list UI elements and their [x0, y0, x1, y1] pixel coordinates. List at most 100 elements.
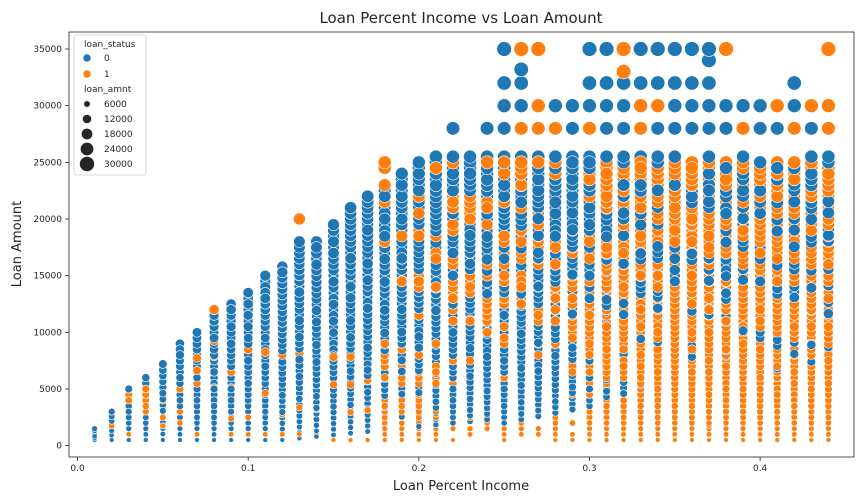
data-point-status-0 [226, 384, 236, 394]
data-point-status-1 [634, 201, 648, 215]
data-point-status-1 [603, 425, 610, 432]
data-point-status-0 [479, 121, 495, 136]
data-point-status-1 [227, 415, 235, 423]
data-point-status-0 [294, 354, 305, 365]
data-point-status-0 [361, 223, 374, 237]
data-point-status-0 [633, 75, 649, 91]
data-point-status-1 [432, 431, 439, 438]
data-point-status-0 [701, 41, 717, 57]
data-point-status-1 [820, 41, 837, 57]
data-point-status-0 [788, 291, 800, 304]
data-point-status-0 [447, 327, 459, 338]
data-point-status-0 [227, 396, 236, 405]
data-point-status-0 [278, 391, 287, 400]
data-point-status-0 [243, 355, 253, 366]
data-point-status-0 [276, 266, 289, 279]
data-point-status-0 [329, 402, 338, 411]
data-point-status-0 [330, 431, 337, 438]
data-point-status-0 [753, 184, 767, 198]
data-point-status-1 [636, 402, 645, 410]
data-point-status-1 [379, 338, 390, 349]
data-point-status-0 [720, 287, 732, 299]
data-point-status-1 [447, 292, 459, 304]
data-point-status-0 [685, 247, 698, 260]
data-point-status-0 [210, 402, 218, 410]
data-point-status-1 [330, 437, 337, 443]
data-point-status-0 [737, 325, 749, 336]
data-point-status-0 [243, 321, 254, 332]
data-point-status-1 [466, 431, 474, 438]
data-point-status-0 [125, 437, 132, 443]
data-point-status-1 [395, 229, 408, 243]
data-point-status-1 [736, 224, 750, 237]
data-point-status-0 [245, 437, 251, 443]
data-point-status-0 [770, 121, 785, 136]
data-point-status-0 [720, 270, 732, 282]
data-point-status-0 [293, 235, 306, 248]
data-point-status-1 [620, 431, 627, 438]
data-point-status-0 [516, 363, 526, 373]
data-point-status-0 [210, 425, 218, 432]
legend-hue-marker-0 [83, 54, 91, 62]
data-point-status-1 [124, 396, 133, 405]
data-point-status-1 [805, 224, 818, 237]
data-point-status-1 [245, 431, 252, 438]
data-point-status-0 [601, 294, 613, 306]
data-point-status-1 [328, 352, 339, 362]
data-point-status-0 [361, 189, 375, 203]
data-point-status-1 [617, 246, 630, 260]
data-point-status-1 [755, 384, 765, 394]
data-point-status-1 [548, 121, 563, 136]
data-point-status-1 [787, 155, 802, 170]
data-point-status-1 [515, 281, 527, 293]
data-point-status-0 [701, 98, 717, 113]
data-point-status-0 [583, 201, 596, 215]
data-point-status-0 [548, 195, 562, 209]
data-point-status-1 [704, 355, 714, 366]
data-point-status-0 [618, 297, 630, 309]
data-point-status-1 [654, 437, 661, 443]
data-point-status-1 [668, 235, 681, 248]
data-point-status-0 [786, 98, 802, 113]
data-point-status-0 [295, 394, 304, 403]
data-point-status-0 [363, 365, 373, 375]
data-point-status-1 [346, 408, 355, 416]
data-point-status-1 [637, 425, 644, 432]
data-point-status-1 [397, 402, 406, 410]
y-tick-label: 15000 [33, 272, 62, 282]
data-point-status-1 [755, 373, 765, 383]
data-point-status-1 [584, 350, 595, 360]
data-point-status-0 [582, 155, 597, 170]
data-point-status-0 [753, 121, 768, 136]
data-point-status-0 [500, 419, 508, 427]
legend-size-label-3: 24000 [104, 145, 133, 155]
data-point-status-0 [158, 359, 168, 369]
data-point-status-0 [599, 121, 614, 136]
data-point-status-0 [532, 280, 544, 293]
data-point-status-0 [261, 425, 269, 432]
data-point-status-1 [635, 321, 646, 332]
data-point-status-1 [825, 437, 832, 443]
data-point-status-0 [513, 61, 529, 77]
data-point-status-0 [346, 400, 355, 409]
data-point-status-0 [311, 339, 322, 350]
data-point-status-0 [159, 430, 166, 438]
data-point-status-0 [362, 302, 374, 314]
data-point-status-0 [548, 207, 562, 220]
data-point-status-0 [378, 253, 391, 265]
data-point-status-1 [482, 327, 493, 338]
data-point-status-0 [736, 212, 750, 225]
data-point-status-0 [618, 309, 629, 320]
data-point-status-1 [346, 380, 355, 390]
data-point-status-0 [464, 257, 476, 270]
data-point-status-0 [701, 121, 717, 136]
data-point-status-0 [719, 207, 733, 220]
data-point-status-0 [667, 75, 683, 91]
data-point-status-0 [176, 425, 184, 432]
x-axis-label: Loan Percent Income [393, 479, 529, 494]
data-point-status-0 [227, 407, 235, 416]
data-point-status-1 [822, 292, 834, 304]
data-point-status-0 [582, 75, 597, 91]
data-point-status-1 [740, 431, 747, 438]
